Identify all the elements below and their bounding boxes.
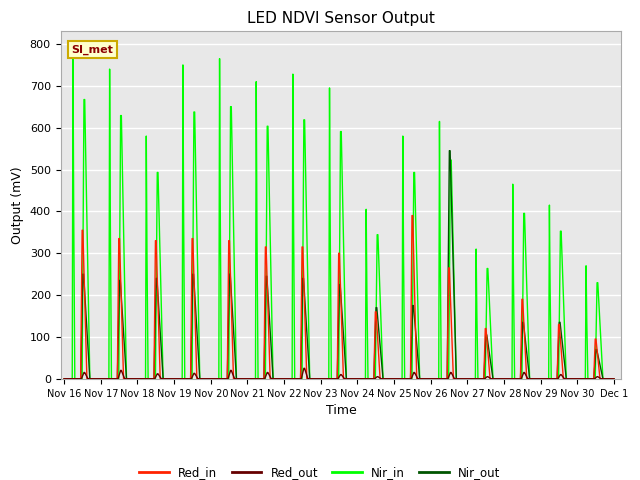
Red_in xyxy=(157,376,164,382)
Legend: Red_in, Red_out, Nir_in, Nir_out: Red_in, Red_out, Nir_in, Nir_out xyxy=(134,461,506,480)
Nir_out xyxy=(60,376,68,382)
Y-axis label: Output (mV): Output (mV) xyxy=(11,166,24,244)
Line: Red_out: Red_out xyxy=(64,368,614,379)
Red_in xyxy=(610,376,618,382)
Red_in xyxy=(297,376,305,382)
Nir_in xyxy=(401,376,408,382)
Red_out xyxy=(374,374,381,380)
Nir_in xyxy=(301,117,308,123)
X-axis label: Time: Time xyxy=(326,404,356,417)
Red_out xyxy=(60,376,68,382)
Red_in xyxy=(60,376,68,382)
Red_out xyxy=(304,376,312,382)
Nir_in xyxy=(610,376,618,382)
Red_in xyxy=(408,213,416,218)
Text: SI_met: SI_met xyxy=(72,44,114,55)
Line: Nir_out: Nir_out xyxy=(64,151,614,379)
Red_out xyxy=(300,365,308,371)
Red_in xyxy=(371,309,379,315)
Red_out xyxy=(232,376,239,382)
Red_out xyxy=(261,376,269,382)
Nir_in xyxy=(253,228,260,233)
Nir_out xyxy=(234,376,241,382)
Nir_in xyxy=(60,376,68,382)
Nir_in xyxy=(69,48,77,53)
Nir_out xyxy=(300,276,307,281)
Line: Red_in: Red_in xyxy=(64,216,614,379)
Nir_out xyxy=(372,305,380,311)
Red_out xyxy=(298,376,305,382)
Nir_out xyxy=(160,376,168,382)
Red_out xyxy=(158,376,166,382)
Red_in xyxy=(230,376,238,382)
Red_in xyxy=(299,244,307,250)
Nir_in xyxy=(143,133,150,139)
Red_in xyxy=(260,376,268,382)
Nir_in xyxy=(484,265,492,271)
Nir_out xyxy=(610,376,618,382)
Line: Nir_in: Nir_in xyxy=(64,50,614,379)
Nir_out xyxy=(260,376,268,382)
Red_out xyxy=(610,376,618,382)
Nir_out xyxy=(297,376,305,382)
Title: LED NDVI Sensor Output: LED NDVI Sensor Output xyxy=(247,11,435,26)
Nir_out xyxy=(445,148,453,154)
Nir_in xyxy=(264,123,271,129)
